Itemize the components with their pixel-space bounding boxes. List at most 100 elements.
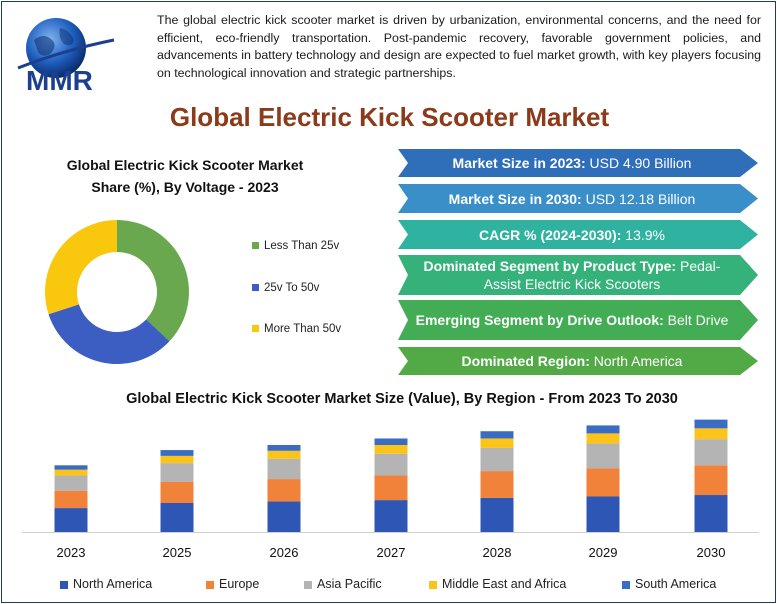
bar-segment-middle-east-and-africa-2030: [694, 428, 728, 440]
bar-segment-asia-pacific-2025: [160, 463, 194, 482]
bar-segment-middle-east-and-africa-2026: [267, 450, 301, 459]
intro-paragraph: The global electric kick scooter market …: [157, 13, 761, 80]
x-tick-label: 2026: [270, 545, 299, 560]
bar-segment-asia-pacific-2028: [480, 447, 514, 472]
kpi-label: Dominated Region:: [461, 353, 590, 369]
legend-label: More Than 50v: [264, 323, 342, 335]
bar-segment-south-america-2027: [374, 438, 408, 445]
legend-label: Asia Pacific: [317, 577, 382, 591]
legend-label: South America: [635, 577, 717, 591]
bar-segment-europe-2030: [694, 465, 728, 496]
kpi-dominated-segment: Dominated Segment by Product Type: Pedal…: [398, 255, 758, 295]
bar-segment-asia-pacific-2030: [694, 439, 728, 466]
legend-label: Less Than 25v: [264, 240, 340, 252]
bar-segment-south-america-2025: [160, 450, 194, 456]
kpi-emerging-segment: Emerging Segment by Drive Outlook: Belt …: [398, 300, 758, 340]
x-tick-label: 2027: [377, 545, 406, 560]
legend-item-asia-pacific: Asia Pacific: [304, 577, 382, 591]
stacked-bar-chart: 2023 2025 2026 2027 2028 2029 2030: [22, 419, 759, 560]
donut-chart-title: Global Electric Kick Scooter Market Shar…: [30, 154, 340, 198]
bar-segment-south-america-2030: [694, 419, 728, 429]
kpi-market-size-2030: Market Size in 2030: USD 12.18 Billion: [398, 184, 758, 213]
bar-segment-south-america-2023: [54, 465, 88, 470]
legend-item-25v-to-50v: 25v To 50v: [252, 282, 319, 294]
legend-swatch: [622, 580, 630, 589]
bar-segment-north-america-2026: [267, 501, 301, 532]
legend-swatch: [206, 580, 214, 589]
bar-segment-europe-2029: [586, 468, 620, 497]
kpi-label: Dominated Segment by Product Type:: [423, 258, 677, 274]
x-tick-label: 2029: [589, 545, 618, 560]
legend-swatch: [252, 325, 259, 333]
bar-segment-north-america-2027: [374, 500, 408, 532]
kpi-value: 13.9%: [621, 226, 665, 243]
legend-swatch: [429, 580, 437, 589]
donut-slice-more-than-50v: [44, 220, 117, 315]
donut-title-line1: Global Electric Kick Scooter Market: [66, 157, 304, 173]
legend-item-more-than-50v: More Than 50v: [252, 323, 341, 335]
kpi-value: North America: [589, 353, 683, 369]
bar-segment-europe-2028: [480, 471, 514, 498]
legend-item-less-than-25v: Less Than 25v: [252, 240, 339, 252]
kpi-label: Emerging Segment by Drive Outlook:: [415, 312, 664, 328]
donut-chart: [44, 220, 189, 364]
bar-segment-asia-pacific-2027: [374, 453, 408, 476]
donut-slice-less-than-25v: [117, 220, 189, 342]
bar-segment-asia-pacific-2026: [267, 458, 301, 480]
globe-icon: [26, 18, 86, 78]
logo-text: MMR: [26, 65, 93, 96]
bar-segment-europe-2025: [160, 481, 194, 503]
bar-segment-middle-east-and-africa-2029: [586, 433, 620, 444]
kpi-label: CAGR % (2024-2030):: [479, 226, 622, 243]
bar-segment-south-america-2026: [267, 445, 301, 451]
bar-segment-middle-east-and-africa-2023: [54, 469, 88, 476]
legend-swatch: [60, 580, 68, 589]
legend-swatch: [304, 580, 312, 589]
bar-segment-north-america-2029: [586, 496, 620, 532]
x-tick-label: 2028: [483, 545, 512, 560]
kpi-cagr: CAGR % (2024-2030): 13.9%: [398, 220, 758, 249]
legend-swatch: [252, 242, 259, 250]
legend-label: 25v To 50v: [264, 282, 320, 294]
x-tick-label: 2023: [57, 545, 86, 560]
bar-segment-europe-2023: [54, 490, 88, 509]
bar-segment-south-america-2028: [480, 431, 514, 439]
kpi-value: USD 4.90 Billion: [585, 155, 692, 171]
kpi-market-size-2023: Market Size in 2023: USD 4.90 Billion: [398, 149, 758, 177]
kpi-value: Pedal-Assist Electric Kick Scooters: [483, 258, 721, 292]
legend-label: Europe: [219, 577, 260, 591]
legend-item-europe: Europe: [206, 577, 259, 591]
bar-chart-title: Global Electric Kick Scooter Market Size…: [126, 391, 678, 407]
x-tick-label: 2025: [163, 545, 192, 560]
legend-item-north-america: North America: [60, 577, 152, 591]
donut-slice-25v-to-50v: [48, 304, 170, 364]
legend-swatch: [252, 284, 259, 292]
kpi-label: Market Size in 2030:: [448, 190, 582, 207]
legend-item-middle-east-africa: Middle East and Africa: [429, 577, 566, 591]
legend-item-south-america: South America: [622, 577, 716, 591]
bar-segment-middle-east-and-africa-2025: [160, 455, 194, 464]
bar-segment-europe-2027: [374, 475, 408, 501]
legend-label: North America: [73, 577, 153, 591]
bar-segment-middle-east-and-africa-2027: [374, 445, 408, 454]
kpi-dominated-region: Dominated Region: North America: [398, 347, 758, 375]
bar-segment-asia-pacific-2029: [586, 443, 620, 469]
bar-segment-north-america-2030: [694, 495, 728, 532]
mmr-logo: MMR: [17, 18, 115, 96]
kpi-label: Market Size in 2023:: [452, 155, 586, 171]
bar-segment-south-america-2029: [586, 425, 620, 434]
bar-segment-europe-2026: [267, 479, 301, 502]
page-title: Global Electric Kick Scooter Market: [169, 102, 610, 132]
kpi-value: USD 12.18 Billion: [581, 190, 696, 207]
bar-segment-north-america-2028: [480, 497, 514, 532]
bar-segment-middle-east-and-africa-2028: [480, 438, 514, 448]
bar-segment-north-america-2025: [160, 503, 194, 532]
donut-title-line2: Share (%), By Voltage - 2023: [91, 179, 279, 195]
legend-label: Middle East and Africa: [442, 577, 567, 591]
bar-segment-north-america-2023: [54, 508, 88, 532]
bar-legend: North America Europe Asia Pacific Middle…: [60, 577, 760, 593]
kpi-value: Belt Drive: [663, 312, 729, 328]
bar-segment-asia-pacific-2023: [54, 475, 88, 491]
x-tick-label: 2030: [697, 545, 726, 560]
